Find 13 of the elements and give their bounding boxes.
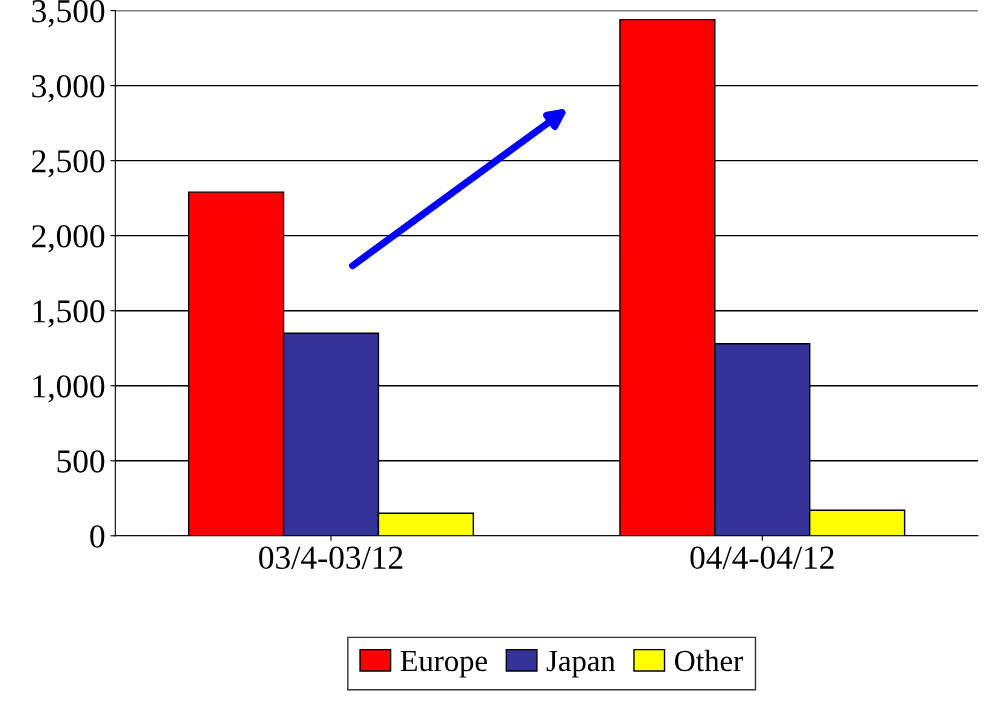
y-tick-label: 1,500: [33, 300, 105, 328]
y-tick-label: 2,000: [32, 225, 105, 253]
y-tick-label: 0: [90, 525, 105, 548]
y-tick-label: 3,000: [32, 75, 105, 103]
y-tick-label: 1,000: [33, 375, 105, 403]
legend-label: Europe: [400, 650, 487, 678]
y-tick-label: 3,500: [32, 0, 105, 28]
y-tick-label: 500: [57, 450, 105, 473]
x-tick-label: 04/4-04/12: [690, 546, 834, 569]
legend-label: Other: [674, 649, 743, 672]
legend-label: Japan: [546, 650, 616, 678]
y-tick-label: 2,500: [32, 150, 105, 178]
x-tick-label: 03/4-03/12: [259, 546, 403, 569]
